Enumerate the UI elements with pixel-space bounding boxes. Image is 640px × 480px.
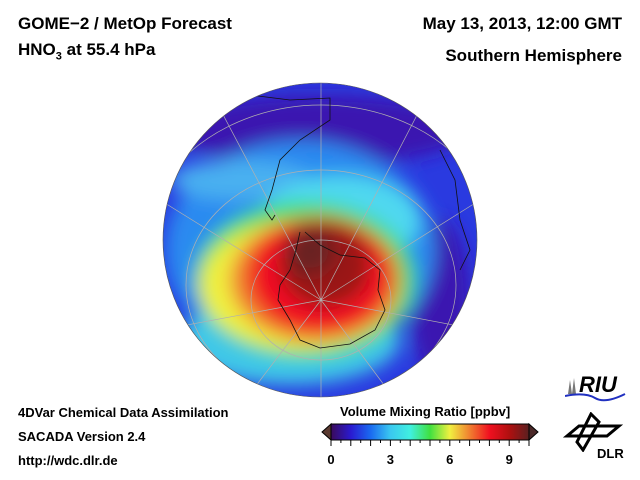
species-subscript: 3 — [55, 50, 62, 63]
colorbar-tick-label: 6 — [446, 452, 454, 467]
coastlines — [219, 94, 471, 349]
level: at 55.4 hPa — [61, 40, 156, 59]
dlr-logo: DLR — [562, 411, 624, 461]
species-level: HNO3 at 55.4 hPa — [18, 40, 155, 62]
riu-text: RIU — [579, 372, 617, 397]
colorbar-title: Volume Mixing Ratio [ppbv] — [340, 404, 511, 419]
dlr-text: DLR — [597, 446, 624, 461]
dlr-logo-icon — [562, 411, 624, 453]
riu-logo: RIU — [564, 372, 627, 407]
footer-line2: SACADA Version 2.4 — [18, 429, 146, 444]
title: GOME−2 / MetOp Forecast — [18, 14, 232, 33]
colorbar-tick-label: 0 — [327, 452, 335, 467]
footer-link[interactable]: http://wdc.dlr.de — [18, 453, 118, 468]
footer-line1: 4DVar Chemical Data Assimilation — [18, 405, 229, 420]
riu-logo-icon — [564, 378, 626, 402]
region: Southern Hemisphere — [445, 46, 622, 65]
colorbar-tick-label: 3 — [386, 452, 395, 467]
species: HNO — [18, 40, 56, 59]
graticule — [163, 83, 477, 397]
datetime: May 13, 2013, 12:00 GMT — [422, 14, 622, 33]
colorbar-tick-label: 9 — [505, 452, 513, 467]
